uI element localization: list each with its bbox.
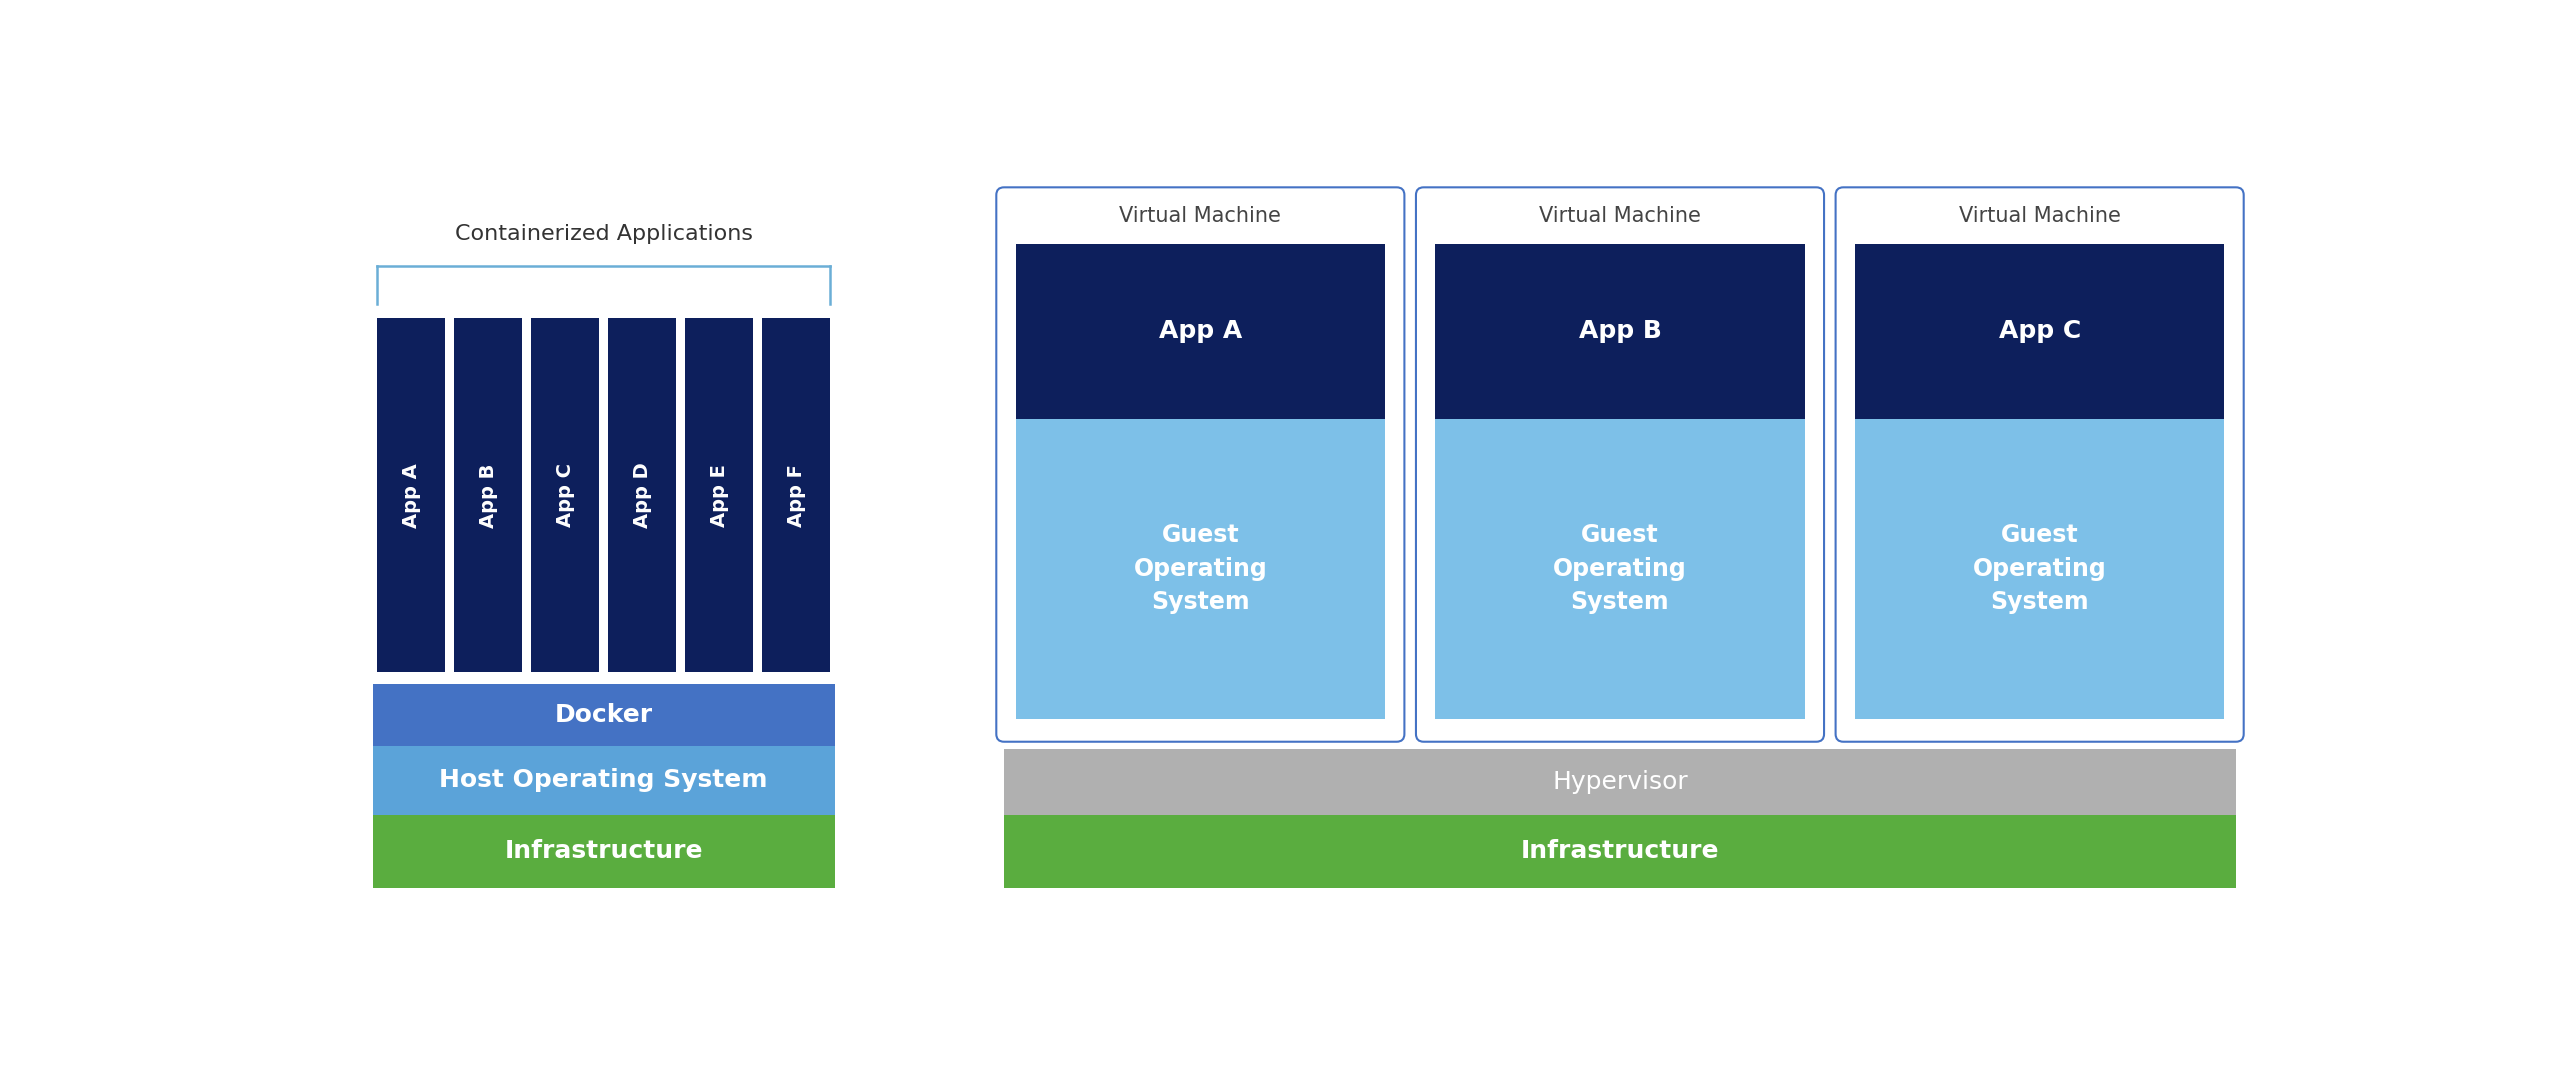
Text: Guest
Operating
System: Guest Operating System [1974,524,2107,615]
Bar [374,815,835,888]
Text: App C: App C [556,463,573,527]
Text: Docker: Docker [556,703,653,727]
Text: Infrastructure: Infrastructure [1521,840,1720,863]
Text: App B: App B [1580,319,1661,344]
Text: Virtual Machine: Virtual Machine [1119,206,1283,226]
Text: Infrastructure: Infrastructure [504,840,704,863]
Bar [609,318,676,672]
Text: App A: App A [402,463,420,528]
Text: Guest
Operating
System: Guest Operating System [1554,524,1687,615]
Bar [1004,815,2235,888]
Bar [1856,419,2225,719]
Bar [1436,243,1805,419]
Bar [1016,419,1385,719]
Bar [374,684,835,746]
Text: Hypervisor: Hypervisor [1551,770,1687,794]
Bar [1004,749,2235,815]
Text: App C: App C [1999,319,2081,344]
Text: Virtual Machine: Virtual Machine [1958,206,2120,226]
Text: App E: App E [709,464,730,527]
Bar [763,318,829,672]
Bar [686,318,753,672]
Text: App A: App A [1160,319,1242,344]
Text: Virtual Machine: Virtual Machine [1539,206,1700,226]
Bar [1016,243,1385,419]
Bar [374,746,835,815]
Bar [1436,419,1805,719]
FancyBboxPatch shape [1416,188,1825,742]
FancyBboxPatch shape [1836,188,2243,742]
Bar [453,318,522,672]
FancyBboxPatch shape [996,188,1405,742]
Text: App B: App B [479,463,497,527]
Bar [1856,243,2225,419]
Text: App D: App D [632,462,653,528]
Bar [376,318,445,672]
Text: App F: App F [786,464,806,527]
Text: Host Operating System: Host Operating System [440,768,768,792]
Bar [532,318,599,672]
Text: Guest
Operating
System: Guest Operating System [1134,524,1267,615]
Text: Containerized Applications: Containerized Applications [456,224,753,244]
